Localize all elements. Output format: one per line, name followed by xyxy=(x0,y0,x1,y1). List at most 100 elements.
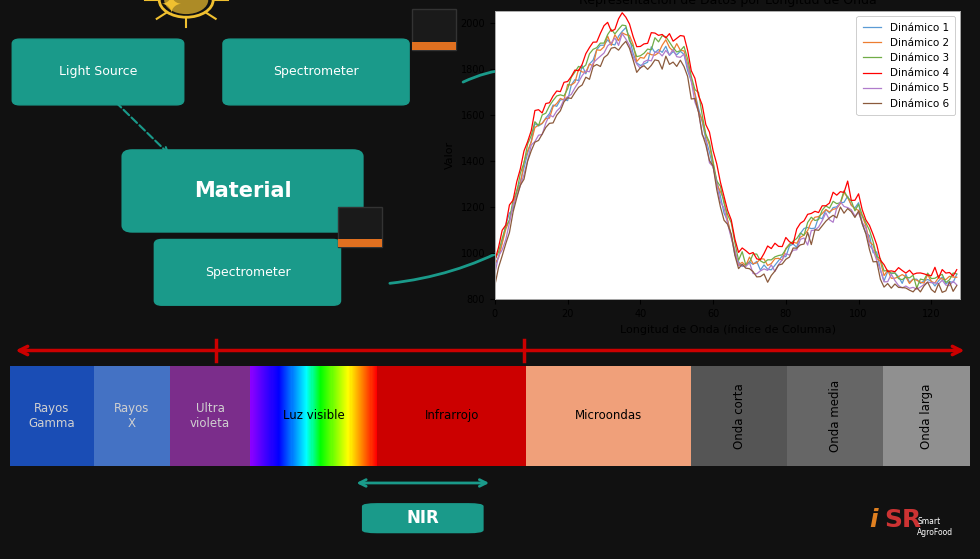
Bar xyxy=(360,366,362,466)
Text: Onda larga: Onda larga xyxy=(920,383,933,448)
Line: Dinámico 4: Dinámico 4 xyxy=(495,13,956,278)
Bar xyxy=(319,366,321,466)
Bar xyxy=(297,366,299,466)
Bar xyxy=(412,42,456,50)
Bar xyxy=(314,366,316,466)
Bar xyxy=(10,366,94,466)
Bar xyxy=(317,366,318,466)
Bar xyxy=(281,366,283,466)
Text: Microondas: Microondas xyxy=(575,409,643,423)
Bar xyxy=(262,366,264,466)
Dinámico 3 xyxy=(889,269,901,276)
Text: Ultra
violeta: Ultra violeta xyxy=(190,402,230,430)
Bar xyxy=(310,366,312,466)
Bar xyxy=(338,366,340,466)
Bar xyxy=(329,366,331,466)
Dinámico 6 xyxy=(929,289,941,296)
Dinámico 5 xyxy=(951,282,962,288)
Bar xyxy=(294,366,296,466)
Text: i: i xyxy=(869,508,878,532)
Dinámico 3 xyxy=(663,39,675,45)
Bar xyxy=(312,366,314,466)
Bar xyxy=(526,366,691,466)
Bar xyxy=(340,366,342,466)
Dinámico 1 xyxy=(889,269,901,276)
Bar xyxy=(275,366,277,466)
Bar xyxy=(372,366,374,466)
Dinámico 5 xyxy=(663,51,675,58)
Dinámico 3 xyxy=(616,22,628,29)
Text: Smart
AgroFood: Smart AgroFood xyxy=(917,517,954,537)
Bar xyxy=(257,366,259,466)
FancyBboxPatch shape xyxy=(363,504,483,532)
Dinámico 5 xyxy=(489,270,501,277)
Dinámico 4 xyxy=(602,19,613,26)
Bar xyxy=(338,239,382,247)
Bar xyxy=(287,366,289,466)
Dinámico 4 xyxy=(682,47,694,54)
Dinámico 3 xyxy=(733,257,745,264)
FancyBboxPatch shape xyxy=(12,39,184,105)
Text: Rayos
X: Rayos X xyxy=(114,402,149,430)
Dinámico 1 xyxy=(682,68,694,74)
Bar xyxy=(342,366,344,466)
FancyBboxPatch shape xyxy=(155,239,341,305)
Dinámico 2 xyxy=(489,260,501,267)
Dinámico 6 xyxy=(682,73,694,80)
Bar xyxy=(318,366,320,466)
Bar xyxy=(303,366,305,466)
Bar xyxy=(258,366,260,466)
Dinámico 3 xyxy=(910,285,922,291)
Bar xyxy=(363,366,366,466)
Dinámico 6 xyxy=(733,266,745,272)
Bar xyxy=(263,366,265,466)
Dinámico 5 xyxy=(616,30,628,37)
Bar xyxy=(323,366,325,466)
Text: Onda corta: Onda corta xyxy=(733,383,746,449)
Text: Spectrometer: Spectrometer xyxy=(273,65,359,78)
Bar xyxy=(290,366,292,466)
Bar xyxy=(283,366,285,466)
Dinámico 3 xyxy=(682,56,694,63)
Dinámico 4 xyxy=(889,268,901,275)
Bar xyxy=(295,366,297,466)
FancyBboxPatch shape xyxy=(122,150,363,231)
Dinámico 2 xyxy=(951,274,962,281)
Dinámico 5 xyxy=(682,64,694,70)
Y-axis label: Valor: Valor xyxy=(445,141,455,169)
Dinámico 6 xyxy=(936,289,948,296)
Dinámico 6 xyxy=(602,51,613,58)
Dinámico 2 xyxy=(682,61,694,68)
Bar xyxy=(339,366,341,466)
Dinámico 3 xyxy=(951,271,962,277)
Dinámico 5 xyxy=(910,286,922,292)
Bar xyxy=(299,366,301,466)
Dinámico 4 xyxy=(489,257,501,264)
Dinámico 1 xyxy=(602,36,613,43)
Bar xyxy=(374,366,376,466)
Bar xyxy=(366,366,368,466)
Dinámico 3 xyxy=(936,271,948,278)
Bar xyxy=(336,366,338,466)
Bar xyxy=(353,366,355,466)
Dinámico 5 xyxy=(733,262,745,268)
Bar xyxy=(256,366,258,466)
Bar xyxy=(267,366,269,466)
Dinámico 1 xyxy=(733,258,745,265)
Dinámico 5 xyxy=(889,277,901,284)
Bar xyxy=(255,366,257,466)
Dinámico 2 xyxy=(936,276,948,282)
Dinámico 4 xyxy=(616,10,628,16)
Bar xyxy=(334,366,337,466)
Dinámico 1 xyxy=(489,262,501,269)
Bar xyxy=(306,366,309,466)
Bar xyxy=(313,366,315,466)
Bar xyxy=(327,366,329,466)
Bar xyxy=(787,366,883,466)
Bar xyxy=(350,366,352,466)
Bar xyxy=(332,366,334,466)
Text: NIR: NIR xyxy=(407,509,439,527)
Bar xyxy=(369,366,371,466)
Bar xyxy=(268,366,270,466)
Bar xyxy=(301,366,303,466)
